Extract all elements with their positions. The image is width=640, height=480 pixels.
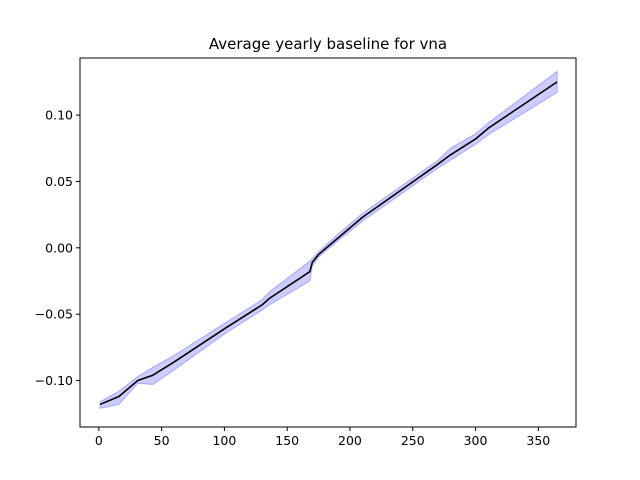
y-tick-label: −0.05 <box>35 307 73 322</box>
y-tick-label: 0.10 <box>45 108 73 123</box>
x-tick-label: 100 <box>212 433 236 448</box>
x-tick-label: 0 <box>95 433 103 448</box>
x-tick-label: 350 <box>526 433 550 448</box>
series-line <box>99 81 558 406</box>
x-tick-label: 150 <box>275 433 299 448</box>
y-tick-label: 0.00 <box>45 240 73 255</box>
x-tick-label: 50 <box>154 433 170 448</box>
axis-ticks: 0 50 100 150 200 250 300 350 −0.10 −0.05 0.00 0.05 0… <box>35 108 551 448</box>
axes-frame <box>79 57 577 428</box>
x-tick-label: 300 <box>464 433 488 448</box>
x-tick-label: 200 <box>338 433 362 448</box>
y-tick-label: −0.10 <box>35 373 73 388</box>
confidence-band <box>99 70 558 410</box>
plot-area <box>99 70 558 410</box>
chart-title: Average yearly baseline for vna <box>209 35 447 53</box>
x-tick-label: 250 <box>401 433 425 448</box>
y-tick-label: 0.05 <box>45 174 73 189</box>
